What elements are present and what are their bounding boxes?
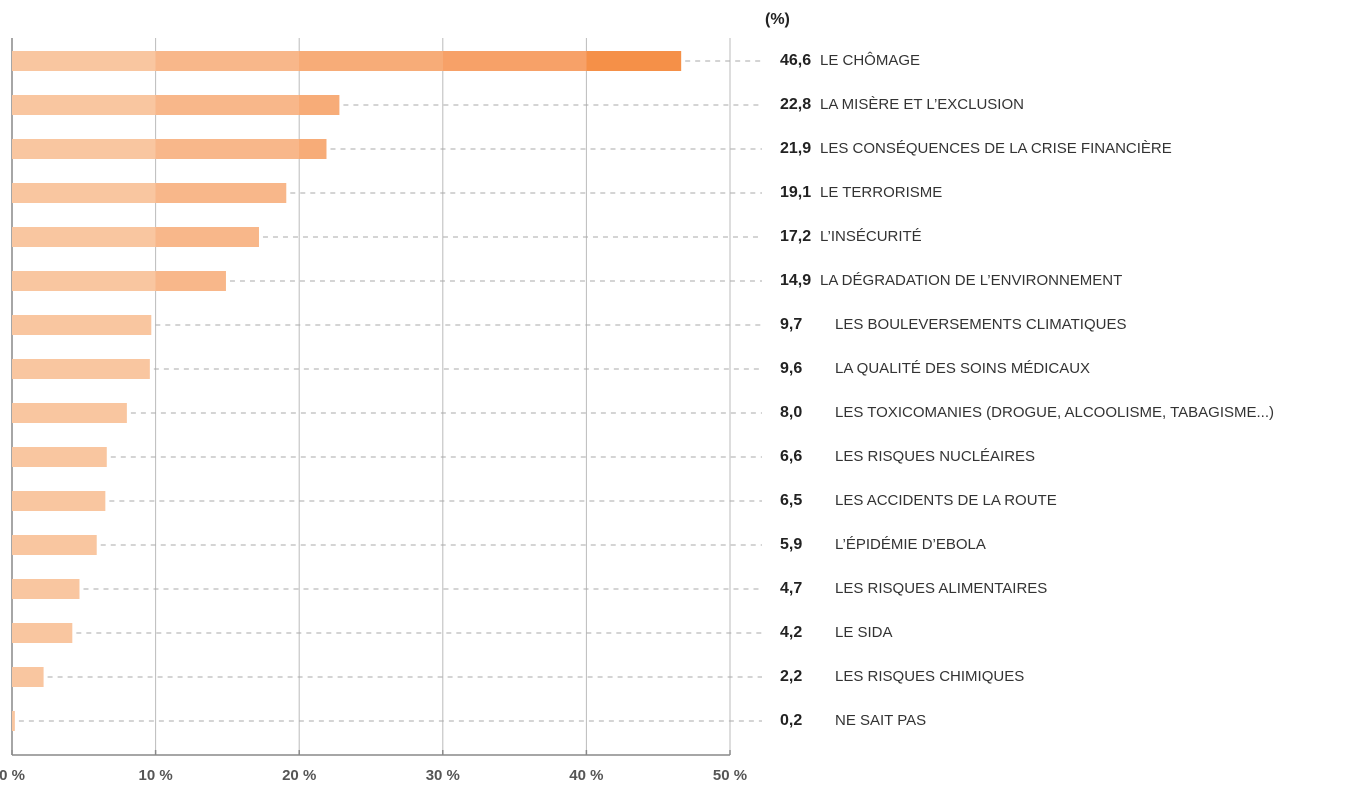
value-label: 19,1 — [780, 184, 811, 201]
x-tick-label: 10 % — [138, 767, 172, 784]
bar — [12, 403, 127, 423]
category-label: LES RISQUES ALIMENTAIRES — [835, 580, 1047, 597]
value-label: 17,2 — [780, 228, 811, 245]
category-label: NE SAIT PAS — [835, 712, 926, 729]
bar — [12, 315, 152, 335]
value-label: 6,6 — [780, 448, 802, 465]
category-label: LES TOXICOMANIES (DROGUE, ALCOOLISME, TA… — [835, 404, 1274, 421]
category-label: LES RISQUES NUCLÉAIRES — [835, 448, 1035, 465]
category-label: LES CONSÉQUENCES DE LA CRISE FINANCIÈRE — [820, 140, 1172, 157]
x-tick-label: 50 % — [713, 767, 747, 784]
bar — [12, 535, 97, 555]
bar — [12, 183, 287, 203]
bar — [12, 359, 150, 379]
x-tick-label: 0 % — [0, 767, 25, 784]
value-label: 2,2 — [780, 668, 802, 685]
bar — [12, 579, 80, 599]
value-label: 14,9 — [780, 272, 811, 289]
value-label: 0,2 — [780, 712, 802, 729]
value-label: 21,9 — [780, 140, 811, 157]
unit-label: (%) — [765, 11, 790, 28]
category-label: LES RISQUES CHIMIQUES — [835, 668, 1024, 685]
category-label: LE SIDA — [835, 624, 893, 641]
category-label: LE CHÔMAGE — [820, 52, 920, 69]
bar — [12, 491, 106, 511]
category-label: L’ÉPIDÉMIE D’EBOLA — [835, 536, 986, 553]
category-label: L’INSÉCURITÉ — [820, 228, 922, 245]
value-label: 9,6 — [780, 360, 802, 377]
value-label: 9,7 — [780, 316, 802, 333]
bar — [12, 227, 259, 247]
value-label: 46,6 — [780, 52, 811, 69]
x-tick-label: 40 % — [569, 767, 603, 784]
bar — [12, 95, 340, 115]
category-label: LA MISÈRE ET L’EXCLUSION — [820, 96, 1024, 113]
bar — [12, 623, 73, 643]
bar — [12, 711, 15, 731]
value-label: 4,7 — [780, 580, 802, 597]
value-label: 5,9 — [780, 536, 802, 553]
value-label: 6,5 — [780, 492, 802, 509]
bar — [12, 447, 107, 467]
bar — [12, 139, 327, 159]
x-tick-label: 20 % — [282, 767, 316, 784]
value-label: 22,8 — [780, 96, 811, 113]
category-label: LA QUALITÉ DES SOINS MÉDICAUX — [835, 360, 1090, 377]
category-label: LE TERRORISME — [820, 184, 942, 201]
x-tick-label: 30 % — [426, 767, 460, 784]
bar — [12, 51, 682, 71]
value-label: 4,2 — [780, 624, 802, 641]
bar — [12, 271, 226, 291]
category-label: LES BOULEVERSEMENTS CLIMATIQUES — [835, 316, 1126, 333]
bar — [12, 667, 44, 687]
category-label: LES ACCIDENTS DE LA ROUTE — [835, 492, 1057, 509]
value-label: 8,0 — [780, 404, 802, 421]
category-label: LA DÉGRADATION DE L’ENVIRONNEMENT — [820, 272, 1122, 289]
